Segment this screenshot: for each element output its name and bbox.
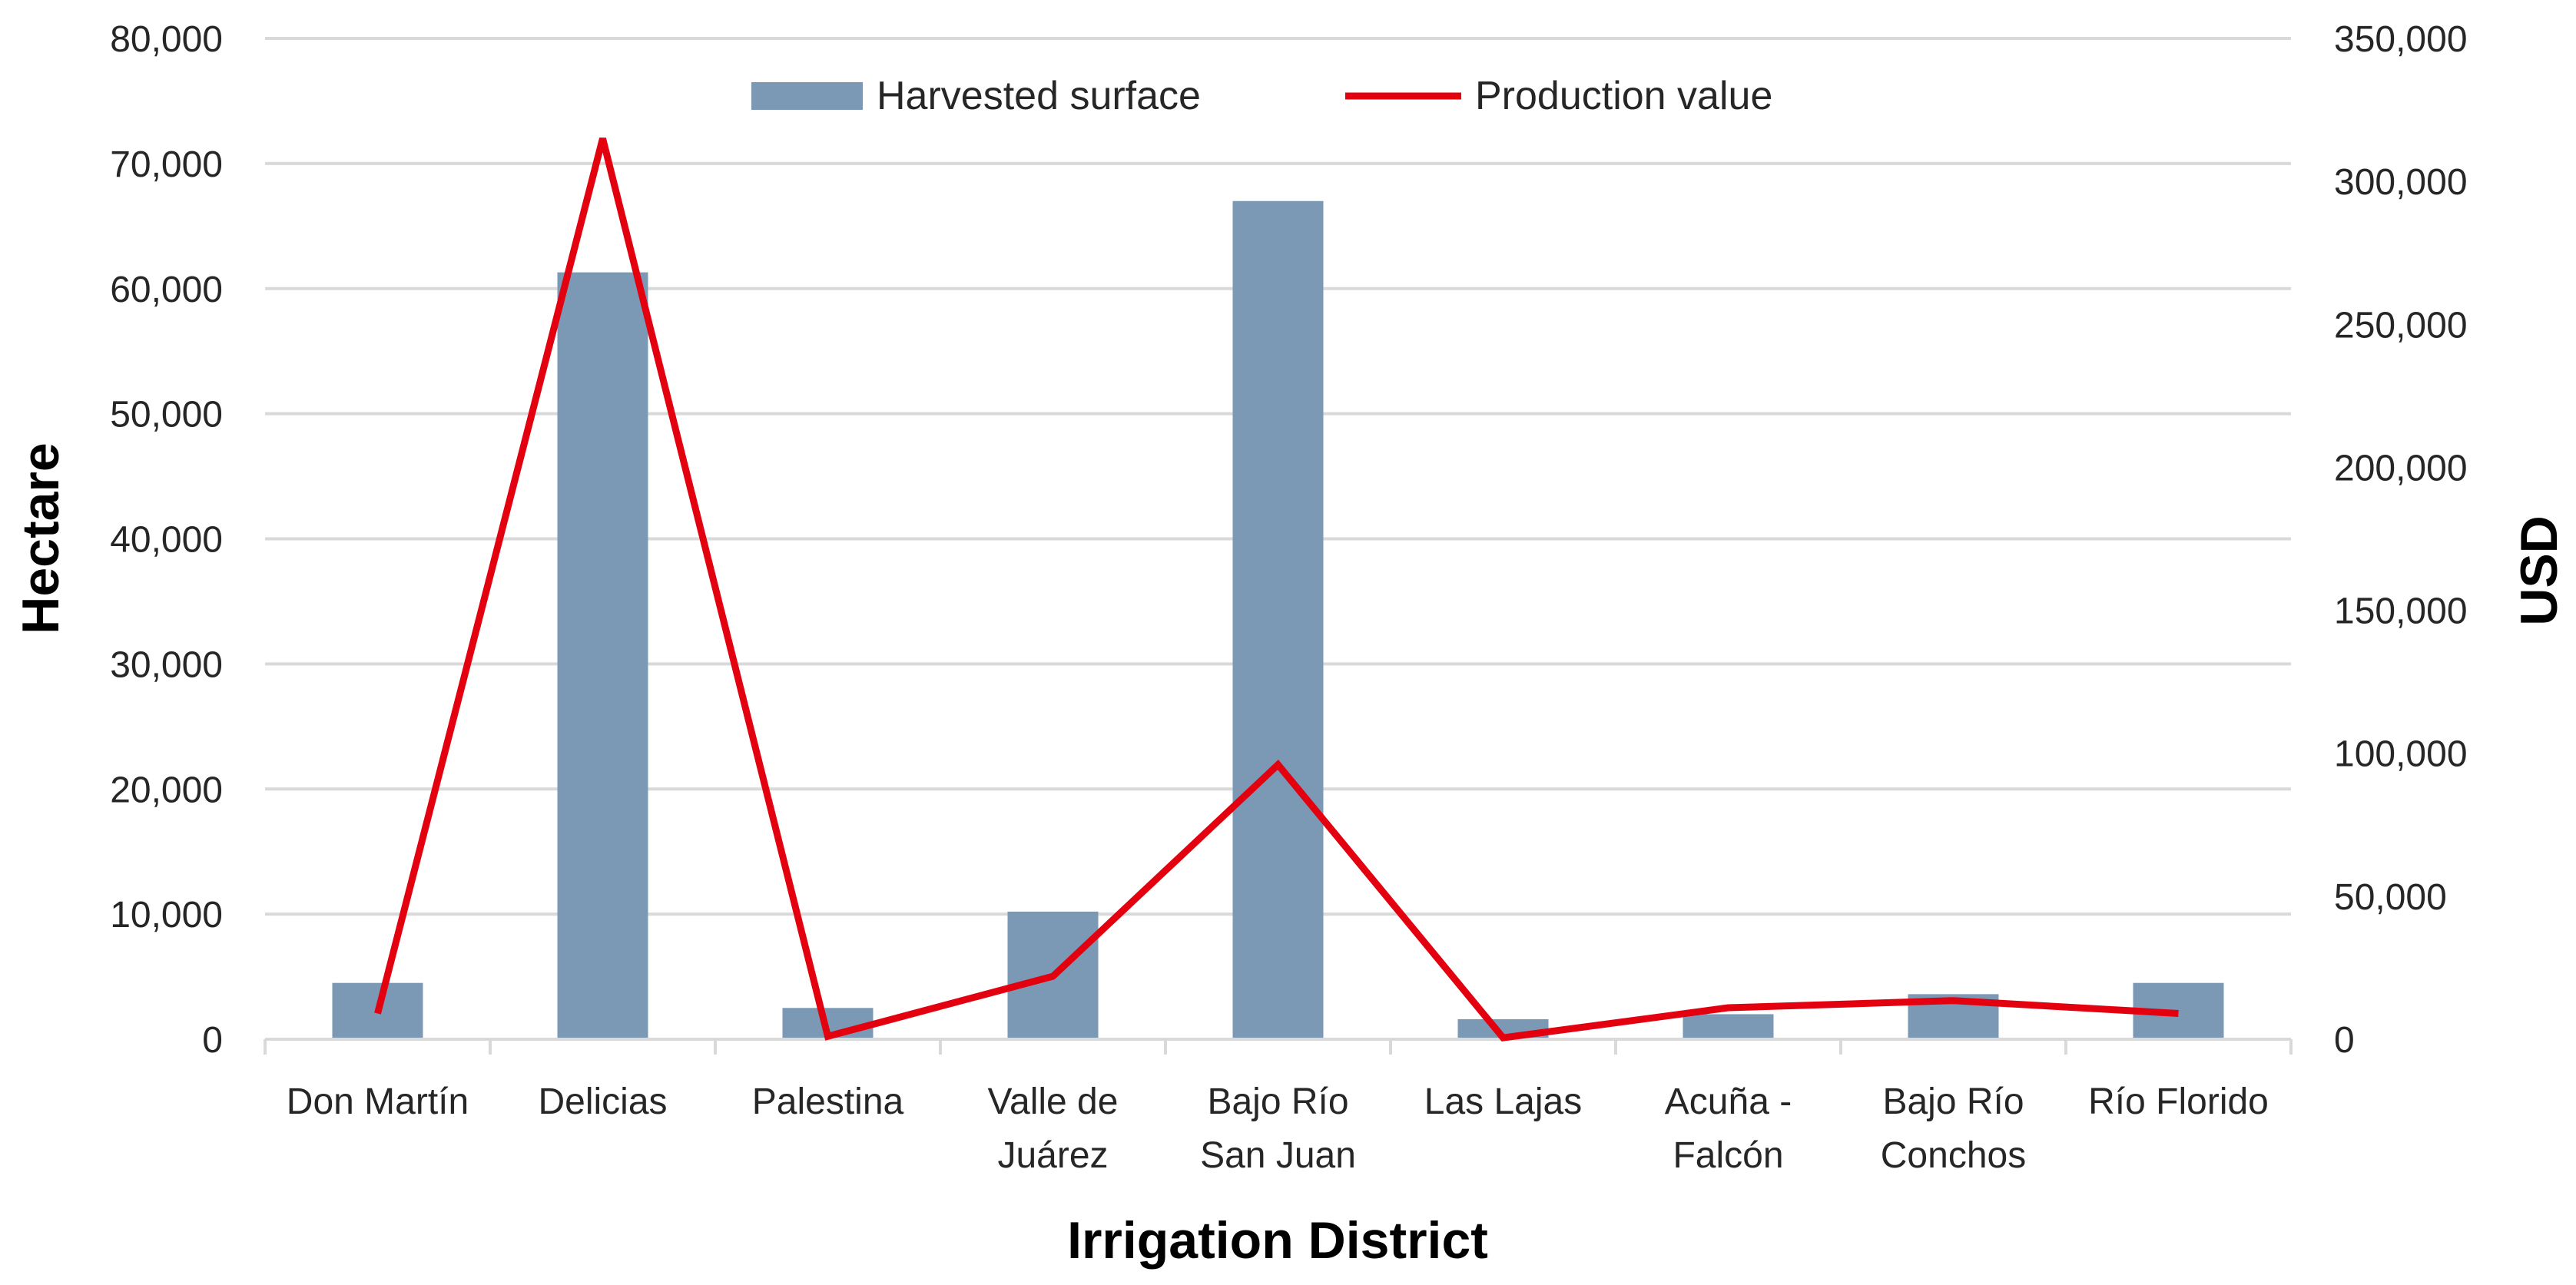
right-tick-label: 100,000 <box>2334 734 2468 775</box>
right-tick-label: 0 <box>2334 1020 2355 1061</box>
x-category-label: Palestina <box>752 1081 904 1122</box>
legend-label-harvested-surface: Harvested surface <box>877 74 1201 118</box>
bar-harvested-surface <box>1232 200 1324 1039</box>
right-axis-tick-labels: 0 50,000 100,000 150,000 200,000 250,000 300,0… <box>2334 19 2468 1061</box>
right-tick-label: 350,000 <box>2334 19 2468 60</box>
x-category-label: Bajo Río <box>1207 1081 1348 1122</box>
bar-harvested-surface <box>557 272 648 1039</box>
left-tick-label: 80,000 <box>110 19 223 60</box>
y2-axis-title: USD <box>2510 515 2568 626</box>
x-category-label: Bajo Río <box>1882 1081 2024 1122</box>
x-category-label: Acuña - <box>1665 1081 1792 1122</box>
left-tick-label: 50,000 <box>110 395 223 436</box>
right-tick-label: 150,000 <box>2334 591 2468 632</box>
left-tick-label: 40,000 <box>110 520 223 561</box>
x-category-label: Las Lajas <box>1424 1081 1582 1122</box>
x-axis-category-labels: Don Martín Delicias Palestina Valle de Juáre… <box>287 1081 2269 1176</box>
left-axis-tick-labels: 0 10,000 20,000 30,000 40,000 50,000 60,000 70,… <box>110 19 223 1061</box>
production-value-line <box>374 137 2179 1042</box>
legend: Harvested surface Production value <box>751 74 1772 118</box>
left-tick-label: 60,000 <box>110 270 223 310</box>
legend-label-production-value: Production value <box>1475 74 1772 118</box>
left-tick-label: 0 <box>202 1020 223 1061</box>
bar-harvested-surface <box>1683 1014 1774 1039</box>
x-axis-tick-marks <box>264 1039 2293 1055</box>
x-category-label: Falcón <box>1673 1135 1783 1176</box>
x-category-label: Conchos <box>1881 1135 2026 1176</box>
left-tick-label: 10,000 <box>110 895 223 936</box>
harvested-surface-bars <box>332 200 2224 1039</box>
x-category-label: San Juan <box>1200 1135 1356 1176</box>
right-tick-label: 250,000 <box>2334 305 2468 346</box>
x-category-label: Río Florido <box>2088 1081 2269 1122</box>
left-tick-label: 20,000 <box>110 770 223 810</box>
x-category-label: Delicias <box>538 1081 667 1122</box>
y-axis-title: Hectare <box>12 442 70 634</box>
x-category-label: Juárez <box>997 1135 1108 1176</box>
right-tick-label: 50,000 <box>2334 877 2447 918</box>
left-tick-label: 70,000 <box>110 144 223 185</box>
x-category-label: Don Martín <box>287 1081 469 1122</box>
left-tick-label: 30,000 <box>110 644 223 685</box>
x-category-label: Valle de <box>988 1081 1119 1122</box>
x-axis-title: Irrigation District <box>1067 1211 1488 1270</box>
legend-bar-swatch <box>751 82 863 110</box>
right-tick-label: 300,000 <box>2334 162 2468 203</box>
right-tick-label: 200,000 <box>2334 448 2468 488</box>
